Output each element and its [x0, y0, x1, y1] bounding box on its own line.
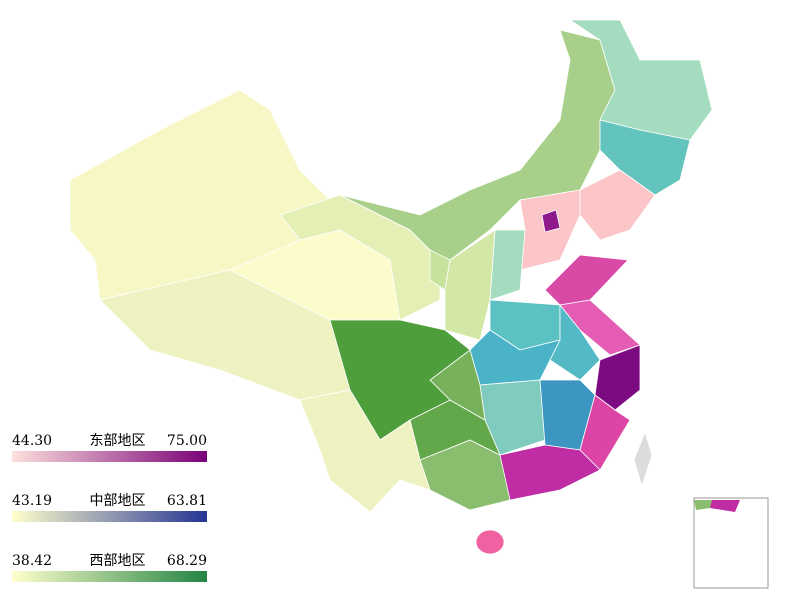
legend-title: 东部地区: [90, 433, 146, 449]
inset-land-west: [694, 500, 712, 510]
shandong: [544, 254, 629, 306]
legend-color-bar: [12, 511, 207, 522]
legend-max: 75.00: [167, 433, 207, 449]
zhejiang: [594, 344, 641, 411]
legend-title: 中部地区: [90, 493, 146, 509]
legend-max: 63.81: [167, 493, 207, 509]
legend-min: 44.30: [12, 433, 52, 449]
legends: 44.30 东部地区 75.00 43.19 中部地区 63.81 38.42 西部地区 68.…: [12, 433, 207, 582]
fujian: [579, 394, 631, 471]
beijing: [541, 209, 561, 233]
yunnan: [299, 389, 431, 513]
legend-min: 43.19: [12, 493, 52, 509]
legend-max: 68.29: [167, 553, 207, 569]
jilin: [599, 119, 691, 196]
shanxi: [489, 229, 526, 301]
legend-title: 西部地区: [90, 553, 146, 569]
south-sea-inset: [693, 497, 769, 589]
hainan: [475, 529, 505, 555]
taiwan: [633, 430, 653, 488]
legend-color-bar: [12, 571, 207, 582]
china-map: [69, 19, 769, 589]
legend-color-bar: [12, 451, 207, 462]
legend-min: 38.42: [12, 553, 52, 569]
